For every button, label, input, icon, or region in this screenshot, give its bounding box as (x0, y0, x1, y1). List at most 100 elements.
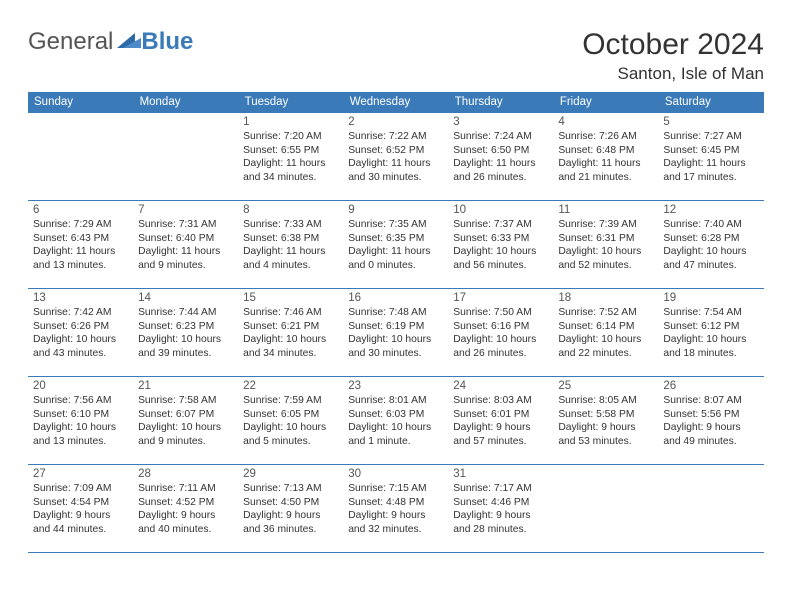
day-details: Sunrise: 7:13 AMSunset: 4:50 PMDaylight:… (243, 482, 338, 536)
calendar-cell (133, 113, 238, 201)
day-number: 22 (243, 380, 338, 392)
day-details: Sunrise: 8:05 AMSunset: 5:58 PMDaylight:… (558, 394, 653, 448)
calendar-cell: 22 Sunrise: 7:59 AMSunset: 6:05 PMDayligh… (238, 377, 343, 465)
day-details: Sunrise: 7:40 AMSunset: 6:28 PMDaylight:… (663, 218, 758, 272)
day-header: Sunday (28, 92, 133, 113)
day-details: Sunrise: 7:17 AMSunset: 4:46 PMDaylight:… (453, 482, 548, 536)
day-header: Friday (553, 92, 658, 113)
calendar-cell: 29 Sunrise: 7:13 AMSunset: 4:50 PMDayligh… (238, 465, 343, 553)
day-details: Sunrise: 8:07 AMSunset: 5:56 PMDaylight:… (663, 394, 758, 448)
day-details: Sunrise: 7:52 AMSunset: 6:14 PMDaylight:… (558, 306, 653, 360)
calendar-cell (553, 465, 658, 553)
day-details: Sunrise: 7:39 AMSunset: 6:31 PMDaylight:… (558, 218, 653, 272)
day-details: Sunrise: 7:09 AMSunset: 4:54 PMDaylight:… (33, 482, 128, 536)
day-number: 31 (453, 468, 548, 480)
day-number: 29 (243, 468, 338, 480)
calendar-cell: 7 Sunrise: 7:31 AMSunset: 6:40 PMDaylight… (133, 201, 238, 289)
calendar-cell: 27 Sunrise: 7:09 AMSunset: 4:54 PMDayligh… (28, 465, 133, 553)
day-details: Sunrise: 7:33 AMSunset: 6:38 PMDaylight:… (243, 218, 338, 272)
day-details: Sunrise: 7:37 AMSunset: 6:33 PMDaylight:… (453, 218, 548, 272)
day-number: 10 (453, 204, 548, 216)
day-number: 4 (558, 116, 653, 128)
day-number: 28 (138, 468, 233, 480)
day-details: Sunrise: 7:27 AMSunset: 6:45 PMDaylight:… (663, 130, 758, 184)
day-header: Monday (133, 92, 238, 113)
calendar-cell: 12 Sunrise: 7:40 AMSunset: 6:28 PMDayligh… (658, 201, 763, 289)
day-number: 24 (453, 380, 548, 392)
day-number: 17 (453, 292, 548, 304)
title-block: October 2024 Santon, Isle of Man (582, 28, 764, 84)
calendar-cell: 26 Sunrise: 8:07 AMSunset: 5:56 PMDayligh… (658, 377, 763, 465)
calendar-cell: 4 Sunrise: 7:26 AMSunset: 6:48 PMDaylight… (553, 113, 658, 201)
day-details: Sunrise: 7:59 AMSunset: 6:05 PMDaylight:… (243, 394, 338, 448)
day-header: Tuesday (238, 92, 343, 113)
calendar-cell (28, 113, 133, 201)
calendar-cell: 11Sunrise: 7:39 AMSunset: 6:31 PMDayligh… (553, 201, 658, 289)
day-details: Sunrise: 7:11 AMSunset: 4:52 PMDaylight:… (138, 482, 233, 536)
logo: General Blue (28, 28, 193, 55)
calendar-cell: 1Sunrise: 7:20 AMSunset: 6:55 PMDaylight… (238, 113, 343, 201)
day-number: 23 (348, 380, 443, 392)
day-number: 3 (453, 116, 548, 128)
day-header: Wednesday (343, 92, 448, 113)
calendar-cell: 9Sunrise: 7:35 AMSunset: 6:35 PMDaylight… (343, 201, 448, 289)
day-number: 15 (243, 292, 338, 304)
day-number: 18 (558, 292, 653, 304)
logo-text-blue: Blue (141, 30, 193, 54)
day-number: 7 (138, 204, 233, 216)
calendar-cell: 21 Sunrise: 7:58 AMSunset: 6:07 PMDayligh… (133, 377, 238, 465)
day-number: 6 (33, 204, 128, 216)
location: Santon, Isle of Man (582, 64, 764, 84)
day-number: 13 (33, 292, 128, 304)
day-details: Sunrise: 7:54 AMSunset: 6:12 PMDaylight:… (663, 306, 758, 360)
day-details: Sunrise: 7:22 AMSunset: 6:52 PMDaylight:… (348, 130, 443, 184)
day-number: 26 (663, 380, 758, 392)
calendar-cell: 24 Sunrise: 8:03 AMSunset: 6:01 PMDayligh… (448, 377, 553, 465)
day-details: Sunrise: 7:26 AMSunset: 6:48 PMDaylight:… (558, 130, 653, 184)
calendar-cell: 30Sunrise: 7:15 AMSunset: 4:48 PMDayligh… (343, 465, 448, 553)
day-number: 19 (663, 292, 758, 304)
calendar-cell: 18 Sunrise: 7:52 AMSunset: 6:14 PMDayligh… (553, 289, 658, 377)
calendar-cell: 10 Sunrise: 7:37 AMSunset: 6:33 PMDayligh… (448, 201, 553, 289)
day-number: 8 (243, 204, 338, 216)
day-details: Sunrise: 7:50 AMSunset: 6:16 PMDaylight:… (453, 306, 548, 360)
day-header: Saturday (658, 92, 763, 113)
calendar-table: SundayMondayTuesdayWednesdayThursdayFrid… (28, 92, 764, 553)
day-details: Sunrise: 7:58 AMSunset: 6:07 PMDaylight:… (138, 394, 233, 448)
calendar-cell: 17 Sunrise: 7:50 AMSunset: 6:16 PMDayligh… (448, 289, 553, 377)
day-number: 16 (348, 292, 443, 304)
day-details: Sunrise: 7:29 AMSunset: 6:43 PMDaylight:… (33, 218, 128, 272)
calendar-cell: 25Sunrise: 8:05 AMSunset: 5:58 PMDayligh… (553, 377, 658, 465)
calendar-cell: 2 Sunrise: 7:22 AMSunset: 6:52 PMDaylight… (343, 113, 448, 201)
day-details: Sunrise: 7:42 AMSunset: 6:26 PMDaylight:… (33, 306, 128, 360)
logo-icon (117, 30, 141, 55)
calendar-cell: 31 Sunrise: 7:17 AMSunset: 4:46 PMDayligh… (448, 465, 553, 553)
calendar-cell: 15 Sunrise: 7:46 AMSunset: 6:21 PMDayligh… (238, 289, 343, 377)
day-number: 21 (138, 380, 233, 392)
day-number: 27 (33, 468, 128, 480)
calendar-cell: 6 Sunrise: 7:29 AMSunset: 6:43 PMDaylight… (28, 201, 133, 289)
day-number: 2 (348, 116, 443, 128)
day-details: Sunrise: 8:03 AMSunset: 6:01 PMDaylight:… (453, 394, 548, 448)
day-details: Sunrise: 7:44 AMSunset: 6:23 PMDaylight:… (138, 306, 233, 360)
day-details: Sunrise: 7:20 AMSunset: 6:55 PMDaylight:… (243, 130, 338, 184)
day-header: Thursday (448, 92, 553, 113)
day-number: 9 (348, 204, 443, 216)
day-number: 20 (33, 380, 128, 392)
day-number: 30 (348, 468, 443, 480)
day-details: Sunrise: 7:56 AMSunset: 6:10 PMDaylight:… (33, 394, 128, 448)
calendar-cell: 3 Sunrise: 7:24 AMSunset: 6:50 PMDaylight… (448, 113, 553, 201)
day-details: Sunrise: 7:31 AMSunset: 6:40 PMDaylight:… (138, 218, 233, 272)
day-details: Sunrise: 7:46 AMSunset: 6:21 PMDaylight:… (243, 306, 338, 360)
day-details: Sunrise: 7:48 AMSunset: 6:19 PMDaylight:… (348, 306, 443, 360)
calendar-cell: 5 Sunrise: 7:27 AMSunset: 6:45 PMDaylight… (658, 113, 763, 201)
day-number: 12 (663, 204, 758, 216)
day-number: 5 (663, 116, 758, 128)
calendar-cell: 8 Sunrise: 7:33 AMSunset: 6:38 PMDaylight… (238, 201, 343, 289)
day-details: Sunrise: 7:24 AMSunset: 6:50 PMDaylight:… (453, 130, 548, 184)
calendar-cell (658, 465, 763, 553)
logo-text-general: General (28, 30, 113, 54)
day-details: Sunrise: 8:01 AMSunset: 6:03 PMDaylight:… (348, 394, 443, 448)
calendar-cell: 28 Sunrise: 7:11 AMSunset: 4:52 PMDayligh… (133, 465, 238, 553)
calendar-cell: 13 Sunrise: 7:42 AMSunset: 6:26 PMDayligh… (28, 289, 133, 377)
